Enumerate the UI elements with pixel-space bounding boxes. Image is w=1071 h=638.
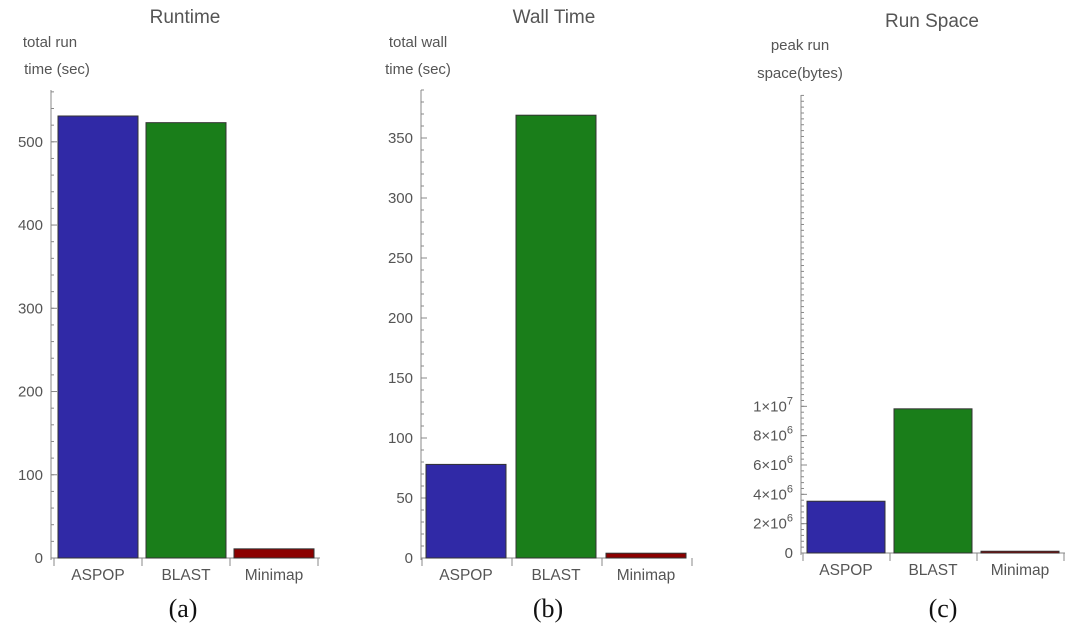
- bar-aspop: [806, 500, 886, 554]
- chart-title: Run Space: [885, 11, 979, 32]
- x-tick-label: BLAST: [161, 567, 211, 584]
- y-tick-label: 200: [18, 384, 43, 401]
- y-tick-label: 150: [388, 370, 413, 387]
- x-tick-label: Minimap: [617, 567, 676, 584]
- bar-minimap: [980, 550, 1060, 554]
- y-tick-label: 250: [388, 250, 413, 267]
- bar-blast: [893, 408, 973, 554]
- y-tick-label: 6×106: [753, 454, 793, 474]
- bar-aspop: [57, 115, 139, 559]
- bar-blast: [145, 122, 227, 559]
- y-tick-label: 200: [388, 310, 413, 327]
- y-axis-label: total wall: [389, 34, 447, 51]
- y-tick-label: 400: [18, 217, 43, 234]
- y-axis-label: time (sec): [24, 61, 90, 78]
- bar-blast: [515, 114, 597, 559]
- panel-caption: (c): [929, 594, 958, 623]
- panel-caption: (a): [169, 594, 198, 623]
- chart-title: Wall Time: [513, 7, 596, 28]
- y-tick-label: 0: [785, 545, 793, 562]
- y-tick-label: 0: [405, 550, 413, 567]
- y-tick-label: 4×106: [753, 483, 793, 503]
- x-tick-label: BLAST: [531, 567, 581, 584]
- chart-wall-time: Wall Time total wall time (sec) 0 50 100 150 20…: [385, 7, 693, 623]
- y-axis-label: peak run: [771, 37, 829, 54]
- panel-caption: (b): [533, 594, 563, 623]
- y-tick-label: 500: [18, 134, 43, 151]
- bar-minimap: [605, 552, 687, 559]
- x-tick-label: ASPOP: [439, 567, 492, 584]
- y-tick-label: 2×106: [753, 513, 793, 533]
- x-tick-label: Minimap: [991, 562, 1050, 579]
- y-tick-label: 300: [388, 190, 413, 207]
- bar-minimap: [233, 548, 315, 559]
- chart-runtime: Runtime total run time (sec) 0 100 200 300 400 5…: [18, 7, 320, 623]
- y-tick-label: 100: [18, 467, 43, 484]
- y-tick-label: 50: [396, 490, 413, 507]
- x-tick-label: BLAST: [908, 562, 958, 579]
- y-tick-label: 300: [18, 300, 43, 317]
- y-tick-label: 0: [35, 550, 43, 567]
- y-axis-label: time (sec): [385, 61, 451, 78]
- y-tick-label: 100: [388, 430, 413, 447]
- x-tick-label: ASPOP: [819, 562, 872, 579]
- chart-title: Runtime: [150, 7, 221, 28]
- y-axis-label: total run: [23, 34, 77, 51]
- chart-run-space: Run Space peak run space(bytes) 0 2×106 4×106…: [753, 11, 1065, 623]
- x-tick-label: ASPOP: [71, 567, 124, 584]
- y-axis-label: space(bytes): [757, 65, 843, 82]
- x-tick-label: Minimap: [245, 567, 304, 584]
- bar-aspop: [425, 463, 507, 559]
- y-tick-label: 8×106: [753, 425, 793, 445]
- y-tick-label: 1×107: [753, 395, 793, 415]
- y-tick-label: 350: [388, 130, 413, 147]
